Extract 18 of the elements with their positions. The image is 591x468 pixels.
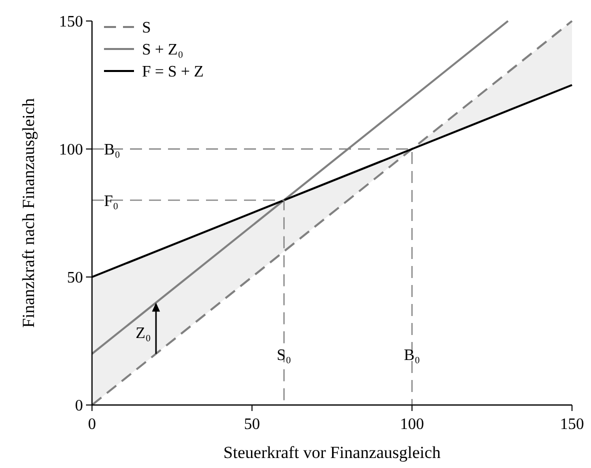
y-axis-title: Finanzkraft nach Finanzausgleich [19, 98, 38, 328]
y-tick-label: 50 [67, 270, 83, 287]
y-tick-label: 0 [75, 398, 83, 415]
y-tick-label: 100 [59, 142, 83, 159]
x-axis-title: Steuerkraft vor Finanzausgleich [223, 443, 442, 462]
x-tick-label: 100 [400, 416, 424, 433]
x-tick-label: 50 [244, 416, 260, 433]
legend-label: S [142, 20, 151, 37]
x-tick-label: 0 [88, 416, 96, 433]
annotation: F₀ [104, 192, 118, 210]
x-tick-label: 150 [560, 416, 584, 433]
annotation: S₀ [276, 347, 292, 364]
annotation: B₀ [104, 142, 120, 159]
y-tick-label: 150 [59, 14, 83, 31]
legend-label: S + Z₀ [142, 42, 184, 59]
legend-label: F = S + Z [142, 64, 204, 81]
annotation: B₀ [404, 347, 420, 364]
annotation: Z₀ [136, 324, 151, 342]
